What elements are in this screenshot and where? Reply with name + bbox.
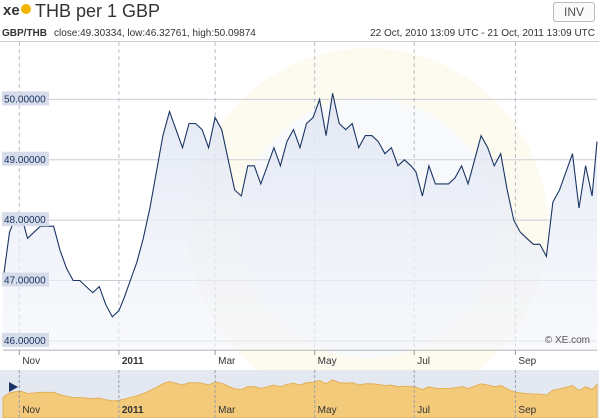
overview-label: Nov (22, 405, 40, 416)
watermark-text: © XE.com (545, 335, 590, 346)
x-tick-label: Mar (218, 356, 236, 367)
overview-label: 2011 (122, 405, 144, 416)
play-icon[interactable] (9, 382, 18, 392)
y-tick-label: 50.00000 (4, 94, 46, 105)
x-tick-label: Nov (22, 356, 40, 367)
y-tick-label-bg (2, 212, 49, 227)
y-tick-label-bg (2, 272, 49, 287)
overview-label: Mar (218, 405, 236, 416)
chart-header: xe THB per 1 GBP INV (0, 0, 599, 24)
overview-navigator[interactable]: Nov 2011 Mar May Jul Sep (0, 370, 599, 418)
x-axis-labels: Nov 2011 Mar May Jul Sep (22, 356, 536, 367)
chart-title: THB per 1 GBP (35, 1, 161, 21)
series-line (2, 93, 598, 318)
y-tick-label: 48.00000 (4, 215, 46, 226)
invert-button[interactable]: INV (553, 2, 595, 22)
rate-stats: close:49.30334, low:46.32761, high:50.09… (54, 28, 256, 39)
overview-label: Sep (518, 405, 536, 416)
y-tick-label: 49.00000 (4, 155, 46, 166)
x-tick-label: Sep (518, 356, 536, 367)
y-axis-labels: 46.00000 47.00000 48.00000 49.00000 50.00000 (2, 91, 49, 347)
xe-logo: xe (3, 2, 20, 19)
x-tick-label: 2011 (122, 356, 144, 367)
xe-logo-dot-icon (21, 4, 31, 14)
overview-area (2, 379, 598, 418)
overview-label: Jul (417, 405, 430, 416)
x-tick-label: Jul (417, 356, 430, 367)
y-tick-label-bg (2, 91, 49, 106)
y-tick-label-bg (2, 332, 49, 347)
y-tick-label-bg (2, 151, 49, 166)
overview-labels: Nov 2011 Mar May Jul Sep (22, 405, 536, 416)
date-range: 22 Oct, 2010 13:09 UTC - 21 Oct, 2011 13… (370, 28, 595, 39)
y-tick-label: 47.00000 (4, 276, 46, 287)
series-area (3, 93, 597, 351)
overview-label: May (318, 405, 337, 416)
chart-subheader: GBP/THB close:49.30334, low:46.32761, hi… (0, 25, 599, 42)
y-tick-label: 46.00000 (4, 336, 46, 347)
x-tick-label: May (318, 356, 337, 367)
overview-grid (18, 370, 516, 418)
currency-pair: GBP/THB (2, 28, 47, 39)
